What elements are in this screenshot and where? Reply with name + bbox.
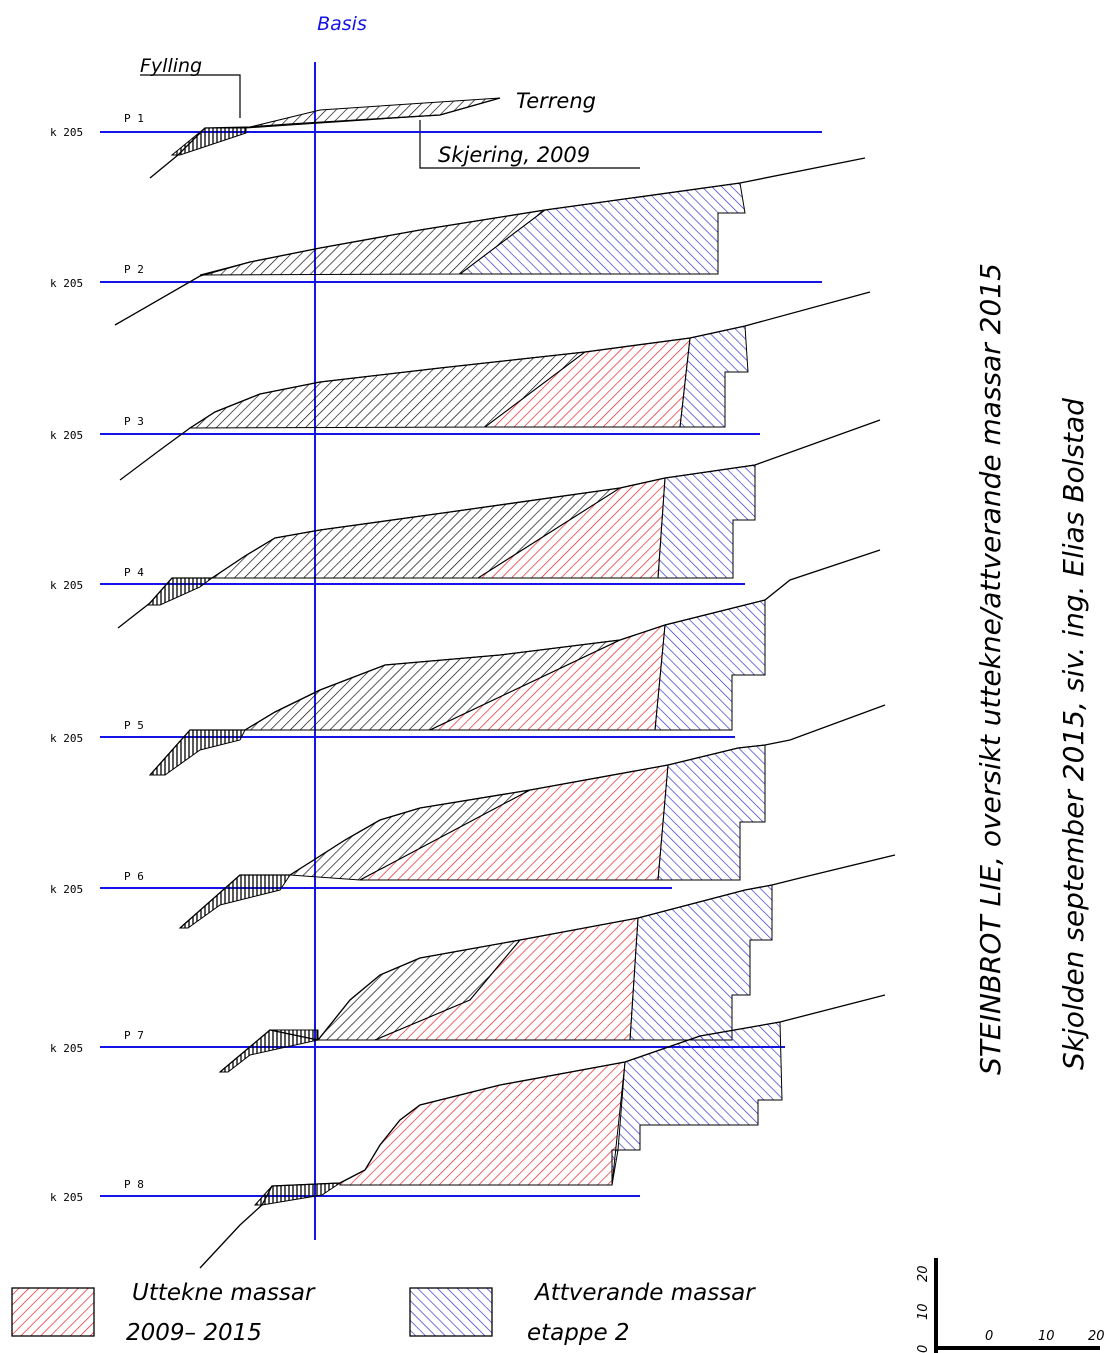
profile-p8: k 205 P 8: [50, 994, 886, 1269]
terrain-line: [117, 419, 881, 629]
profile-level: k 205: [50, 126, 83, 139]
profile-level: k 205: [50, 732, 83, 745]
fill-area: [146, 577, 214, 606]
remaining-area: [654, 599, 766, 731]
skjering-leader: [419, 120, 640, 169]
profile-name: P 2: [124, 263, 144, 276]
skjering-label: Skjering, 2009: [438, 143, 590, 167]
legend-removed-line2: 2009– 2015: [126, 1320, 262, 1346]
remaining-area: [657, 744, 766, 881]
terrain-line: [149, 97, 501, 179]
legend-remaining-line1: Attverande massar: [533, 1280, 756, 1306]
terrain-line: [199, 994, 886, 1269]
scale-v-0: 0: [916, 1345, 931, 1353]
remaining-area: [629, 884, 773, 1041]
profile-name: P 8: [124, 1178, 144, 1191]
profile-level: k 205: [50, 277, 83, 290]
fill-area: [178, 874, 291, 929]
legend-swatch-removed: [11, 1287, 95, 1337]
remaining-area: [657, 464, 756, 579]
scale-h-10: 10: [1038, 1329, 1055, 1344]
legend-remaining-line2: etappe 2: [527, 1320, 630, 1346]
terrain-line: [219, 854, 896, 1073]
legend-removed-line1: Uttekne massar: [132, 1280, 316, 1306]
terrain-line: [119, 291, 871, 481]
fylling-leader: [140, 74, 241, 118]
profile-name: P 3: [124, 415, 144, 428]
legend-swatch-remaining: [409, 1287, 493, 1337]
terreng-label: Terreng: [516, 89, 596, 113]
profile-name: P 4: [124, 566, 144, 579]
cut-area: [245, 97, 501, 129]
profile-level: k 205: [50, 429, 83, 442]
profile-name: P 7: [124, 1029, 144, 1042]
profile-level: k 205: [50, 579, 83, 592]
legend: Uttekne massar 2009– 2015 Attverande mas…: [11, 1280, 756, 1346]
profile-p7: k 205 P 7: [50, 854, 896, 1073]
profile-level: k 205: [50, 1191, 83, 1204]
profile-p3: k 205 P 3: [50, 291, 871, 481]
profile-level: k 205: [50, 883, 83, 896]
annotations: Fylling Terreng Skjering, 2009: [140, 55, 640, 169]
terrain-line: [149, 549, 881, 776]
removed-area: [339, 1061, 626, 1186]
terrain-line: [179, 704, 886, 929]
basis-label: Basis: [317, 13, 367, 35]
title-line-2: Skjolden september 2015, siv. ing. Elias…: [1057, 398, 1090, 1070]
profile-level: k 205: [50, 1042, 83, 1055]
profile-p4: k 205 P 4: [50, 419, 881, 629]
profile-p6: k 205 P 6: [50, 704, 886, 929]
profile-p5: k 205 P 5: [50, 549, 881, 776]
fill-area: [253, 1182, 342, 1206]
scale-bar: 20 10 0 0 10 20: [916, 1258, 1105, 1353]
profile-name: P 5: [124, 719, 144, 732]
profile-p1: k 205 P 1: [50, 97, 822, 179]
title-line-1: STEINBROT LIE, oversikt uttekne/attveran…: [974, 263, 1007, 1075]
remaining-area: [679, 325, 749, 428]
profile-name: P 1: [124, 112, 144, 125]
profile-p2: k 205 P 2: [50, 157, 866, 326]
title-block: STEINBROT LIE, oversikt uttekne/attveran…: [974, 263, 1090, 1075]
fylling-label: Fylling: [140, 55, 202, 77]
terrain-line: [114, 157, 866, 326]
scale-v-20: 20: [916, 1265, 931, 1282]
scale-v-10: 10: [916, 1303, 931, 1320]
scale-h-20: 20: [1088, 1329, 1105, 1344]
profile-name: P 6: [124, 870, 144, 883]
scale-h-0: 0: [985, 1329, 993, 1344]
